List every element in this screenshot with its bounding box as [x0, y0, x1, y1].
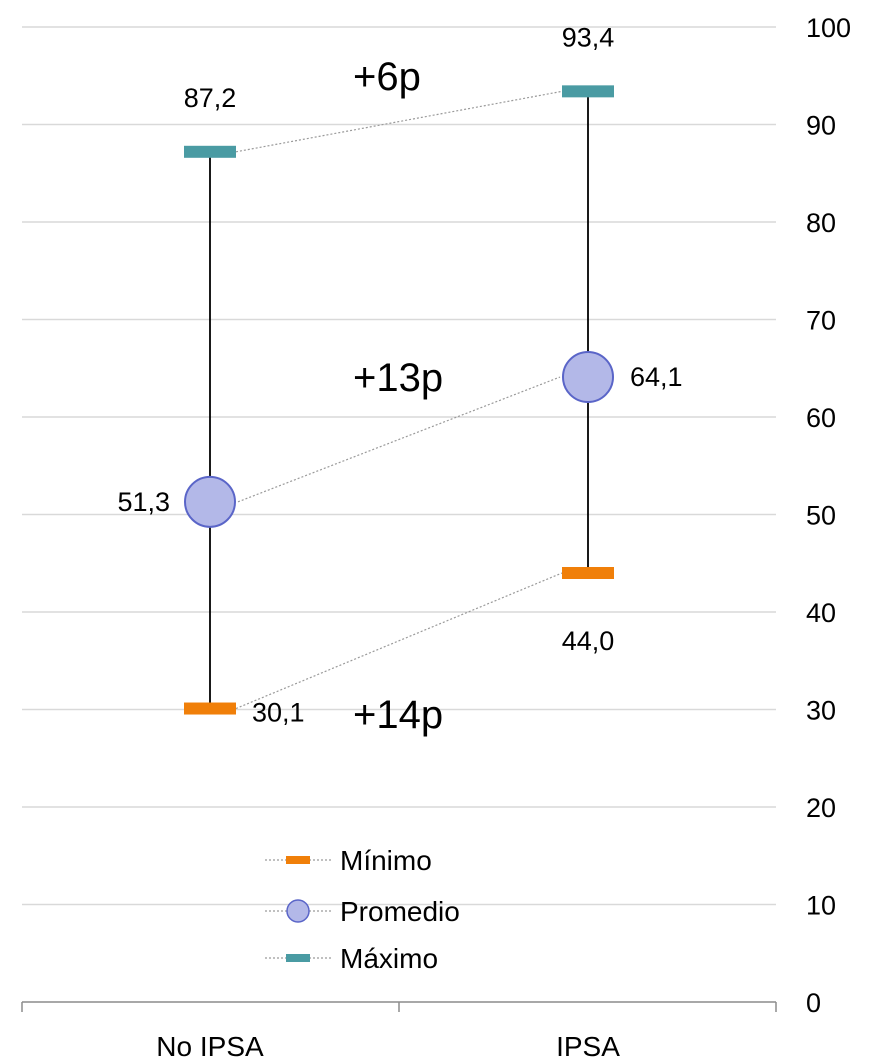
data-label: 87,2 — [184, 83, 237, 113]
connector-line — [237, 376, 561, 503]
x-category-label: IPSA — [556, 1031, 620, 1062]
connector-line — [235, 90, 563, 153]
y-tick-label: 40 — [806, 598, 836, 628]
y-tick-label: 20 — [806, 793, 836, 823]
minimo-point — [562, 567, 614, 579]
y-tick-label: 10 — [806, 891, 836, 921]
y-tick-label: 50 — [806, 501, 836, 531]
legend-marker-minimo — [286, 856, 310, 864]
connector-line — [235, 572, 563, 710]
legend-marker-maximo — [286, 954, 310, 962]
data-label: 51,3 — [117, 487, 170, 517]
maximo-point — [184, 145, 236, 158]
y-tick-label: 60 — [806, 403, 836, 433]
data-label: 64,1 — [630, 362, 683, 392]
legend-marker-promedio — [286, 899, 310, 923]
y-tick-label: 90 — [806, 111, 836, 141]
promedio-point — [562, 351, 614, 404]
data-label: 93,4 — [562, 22, 615, 52]
promedio-point — [184, 475, 236, 528]
maximo-point — [562, 85, 614, 98]
y-tick-label: 70 — [806, 306, 836, 336]
y-tick-label: 30 — [806, 696, 836, 726]
data-label: 44,0 — [562, 626, 615, 656]
y-tick-label: 80 — [806, 208, 836, 238]
difference-annotation: +14p — [353, 693, 443, 737]
legend-label: Mínimo — [340, 845, 432, 876]
data-label: 30,1 — [252, 698, 305, 728]
difference-annotation: +6p — [353, 55, 421, 99]
difference-annotation: +13p — [353, 356, 443, 400]
legend-label: Máximo — [340, 943, 438, 974]
minimo-point — [184, 702, 236, 715]
y-tick-label: 100 — [806, 13, 851, 43]
y-tick-label: 0 — [806, 988, 821, 1018]
legend-label: Promedio — [340, 896, 460, 927]
x-category-label: No IPSA — [156, 1031, 264, 1062]
